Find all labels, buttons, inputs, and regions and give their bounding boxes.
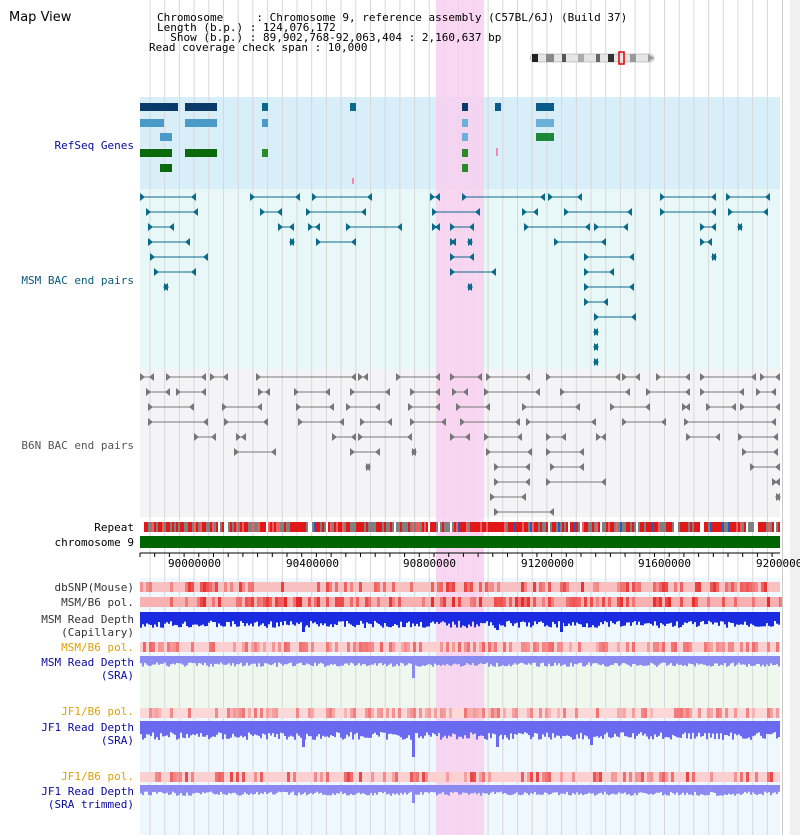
axis-tick-label: 90400000 (286, 557, 339, 570)
track-label-refseq[interactable]: RefSeq Genes (54, 139, 134, 152)
msm-depth-capillary-track[interactable] (140, 612, 780, 632)
refseq-genes[interactable] (140, 103, 554, 184)
msm-b6-pol-heat-track[interactable] (140, 597, 782, 607)
chromosome-info: Chromosome : Chromosome 9, reference ass… (157, 11, 628, 24)
track-label-chromosome[interactable]: chromosome 9 (54, 536, 134, 549)
chromosome-ideogram[interactable] (529, 51, 655, 65)
repeat-track[interactable] (144, 522, 780, 532)
track-label-msm-b6-pol[interactable]: MSM/B6 pol. (61, 596, 134, 609)
axis-tick-label: 90800000 (403, 557, 456, 570)
coverage-span-info: Read coverage check span : 10,000 (149, 41, 368, 54)
track-label-jf1-depth-sra-1[interactable]: JF1 Read Depth (41, 721, 134, 734)
msm-depth-sra-track[interactable] (140, 656, 780, 678)
track-label-jf1-depth-trim-2[interactable]: (SRA trimmed) (47, 798, 134, 811)
track-label-msm-depth-sra-1[interactable]: MSM Read Depth (41, 656, 134, 669)
track-label-b6n-bac[interactable]: B6N BAC end pairs (21, 439, 134, 452)
track-label-jf1-b6-pol[interactable]: JF1/B6 pol. (61, 705, 134, 718)
track-label-msm-depth-cap-2[interactable]: (Capillary) (61, 626, 134, 639)
track-label-jf1-depth-sra-2[interactable]: (SRA) (100, 734, 134, 747)
page-title: Map View (9, 10, 72, 25)
msm-bac-end-pairs[interactable] (140, 193, 770, 366)
track-label-msm-depth-cap-1[interactable]: MSM Read Depth (41, 613, 134, 626)
jf1-depth-sra-track[interactable] (140, 721, 780, 757)
scrollbar[interactable] (790, 0, 800, 835)
show-range-info: Show (b.p.) : 89,902,768-92,063,404 : 2,… (157, 31, 502, 44)
highlight-region[interactable] (436, 0, 484, 835)
axis-tick-label: 90000000 (168, 557, 221, 570)
axis-tick-label: 92000000 (756, 558, 800, 569)
track-label-repeat[interactable]: Repeat (94, 521, 134, 534)
dbsnp-heat-track[interactable] (140, 582, 780, 592)
right-border (782, 0, 783, 835)
chromosome-bar[interactable] (140, 536, 780, 548)
jf1-depth-trimmed-track[interactable] (140, 785, 780, 803)
jf1-b6-pol-heat-track-2[interactable] (140, 772, 780, 782)
track-label-msm-bac[interactable]: MSM BAC end pairs (21, 274, 134, 287)
position-axis (139, 552, 780, 557)
b6n-bac-end-pairs[interactable] (140, 373, 781, 516)
axis-tick-label: 91200000 (521, 557, 574, 570)
track-label-jf1-b6-pol-2[interactable]: JF1/B6 pol. (61, 770, 134, 783)
ideogram-position-marker (618, 51, 625, 65)
msm-b6-pol-heat-track-2[interactable] (140, 642, 780, 652)
track-label-msm-depth-sra-2[interactable]: (SRA) (100, 669, 134, 682)
jf1-b6-pol-heat-track[interactable] (140, 708, 780, 718)
track-label-jf1-depth-trim-1[interactable]: JF1 Read Depth (41, 785, 134, 798)
track-label-dbsnp[interactable]: dbSNP(Mouse) (54, 581, 134, 594)
track-label-msm-b6-pol-2[interactable]: MSM/B6 pol. (61, 641, 134, 654)
length-info: Length (b.p.) : 124,076,172 (157, 21, 336, 34)
axis-tick-label: 91600000 (638, 557, 691, 570)
